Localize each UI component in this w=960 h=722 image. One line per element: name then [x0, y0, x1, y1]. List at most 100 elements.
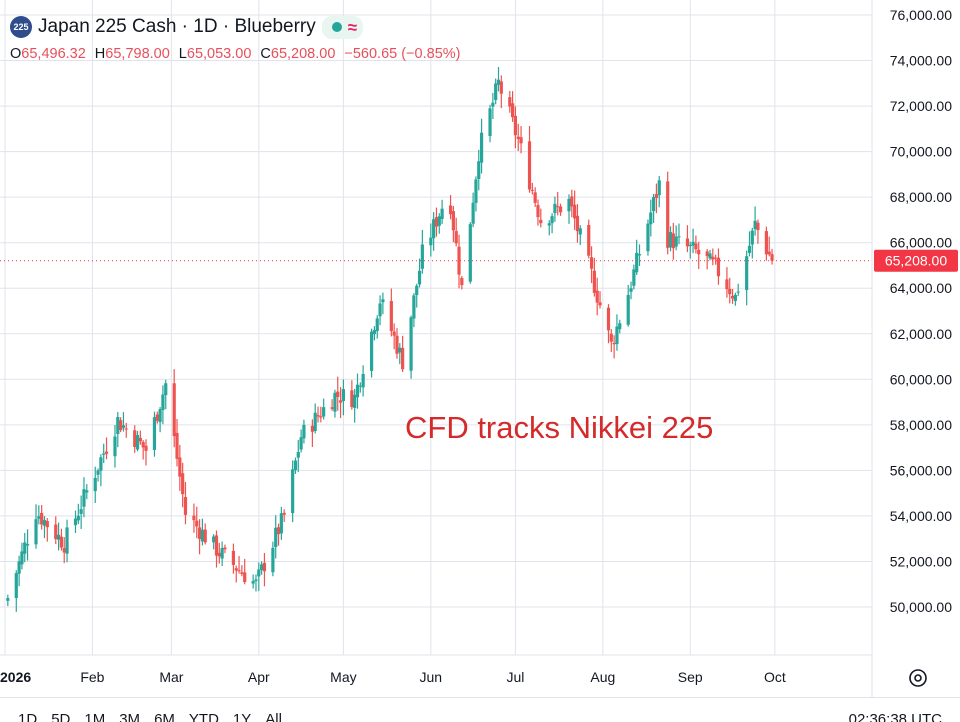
- candle-body: [733, 294, 737, 301]
- candle-body: [750, 230, 754, 245]
- candle-body: [23, 542, 27, 554]
- candle-body: [79, 509, 83, 514]
- candle-body: [73, 518, 78, 526]
- range-button-1y[interactable]: 1Y: [232, 711, 252, 722]
- candle-body: [666, 181, 670, 248]
- candle-body: [646, 223, 650, 252]
- candle-body: [119, 420, 123, 431]
- candle-body: [508, 97, 512, 107]
- chart-title[interactable]: Japan 225 Cash · 1D · Blueberry: [38, 16, 316, 37]
- candle-body: [417, 270, 422, 285]
- candle-body: [175, 432, 179, 459]
- candle-body: [589, 257, 594, 269]
- candle-body: [491, 102, 495, 107]
- candle-body: [415, 285, 419, 295]
- candle-body: [231, 550, 236, 565]
- utc-clock[interactable]: 02:36:38 UTC: [848, 711, 942, 722]
- candle-body: [533, 192, 537, 203]
- candle-body: [539, 219, 543, 224]
- candle-body: [697, 249, 701, 255]
- candle-body: [612, 342, 616, 345]
- y-tick-label: 64,000.00: [890, 280, 952, 296]
- candle-body: [260, 564, 264, 571]
- market-open-icon: [331, 22, 342, 32]
- candle-body: [76, 515, 80, 521]
- candle-body: [220, 548, 224, 559]
- candle-body: [547, 223, 551, 226]
- candle-body: [25, 543, 30, 546]
- candle-body: [355, 384, 360, 398]
- x-tick-label: May: [330, 669, 356, 685]
- candle-body: [85, 490, 89, 493]
- candle-body: [14, 573, 18, 599]
- footer-bar: 1D 5D 1M 3M 6M YTD 1Y All 02:36:38 UTC: [0, 706, 960, 722]
- candle-body: [96, 470, 100, 475]
- candle-body: [714, 257, 718, 259]
- candle-body: [440, 208, 444, 220]
- footer-divider: [0, 697, 960, 698]
- y-tick-label: 74,000.00: [890, 53, 952, 69]
- candle-body: [606, 307, 611, 331]
- candle-body: [730, 295, 735, 299]
- candle-body: [37, 516, 41, 519]
- last-price-label: 65,208.00: [885, 253, 947, 269]
- range-selector: 1D 5D 1M 3M 6M YTD 1Y All: [18, 711, 282, 722]
- candle-body: [570, 196, 574, 207]
- range-button-5d[interactable]: 5D: [51, 711, 71, 722]
- y-tick-label: 50,000.00: [890, 599, 952, 615]
- x-tick-label: Jul: [506, 669, 524, 685]
- range-button-1d[interactable]: 1D: [18, 711, 38, 722]
- candle-body: [262, 562, 267, 572]
- candle-body: [141, 442, 145, 448]
- candle-body: [56, 534, 61, 540]
- candle-body: [513, 115, 518, 136]
- candle-body: [434, 217, 439, 227]
- candle-body: [164, 383, 168, 396]
- candle-body: [711, 256, 715, 260]
- candle-body: [632, 269, 636, 286]
- candle-body: [736, 291, 740, 293]
- y-tick-label: 76,000.00: [890, 7, 952, 23]
- range-button-1m[interactable]: 1M: [84, 711, 106, 722]
- range-button-ytd[interactable]: YTD: [188, 711, 219, 722]
- candle-body: [104, 451, 109, 454]
- range-button-6m[interactable]: 6M: [154, 711, 175, 722]
- candle-body: [251, 581, 255, 584]
- candle-body: [592, 270, 596, 293]
- candle-body: [615, 326, 619, 345]
- candle-body: [336, 391, 340, 397]
- candle-body: [392, 331, 396, 336]
- candle-body: [511, 103, 515, 118]
- candle-body: [133, 430, 137, 447]
- candle-body: [282, 512, 286, 515]
- candle-body: [708, 253, 712, 259]
- candle-body: [333, 392, 337, 412]
- candle-body: [536, 205, 540, 218]
- candle-body: [412, 295, 416, 319]
- candle-body: [519, 137, 523, 144]
- candle-body: [488, 108, 492, 136]
- candle-body: [527, 141, 532, 190]
- candle-body: [668, 232, 673, 248]
- range-button-3m[interactable]: 3M: [119, 711, 141, 722]
- candle-body: [116, 417, 120, 434]
- y-tick-label: 72,000.00: [890, 98, 952, 114]
- candle-body: [516, 136, 520, 139]
- candle-body: [556, 206, 560, 208]
- y-tick-label: 70,000.00: [890, 144, 952, 160]
- candle-body: [691, 241, 695, 246]
- symbol-badge-icon[interactable]: 225: [10, 16, 32, 38]
- candle-body: [716, 257, 721, 277]
- candle-body: [587, 225, 591, 256]
- candle-body: [279, 513, 283, 534]
- settings-icon[interactable]: [909, 669, 927, 687]
- candle-body: [158, 409, 162, 423]
- candle-body: [361, 373, 365, 388]
- range-button-all[interactable]: All: [265, 711, 282, 722]
- candle-body: [370, 331, 374, 371]
- candle-body: [313, 412, 317, 431]
- candle-body: [203, 529, 207, 543]
- candle-body: [395, 335, 399, 354]
- market-status[interactable]: ≈: [321, 15, 364, 39]
- candle-body: [595, 290, 599, 303]
